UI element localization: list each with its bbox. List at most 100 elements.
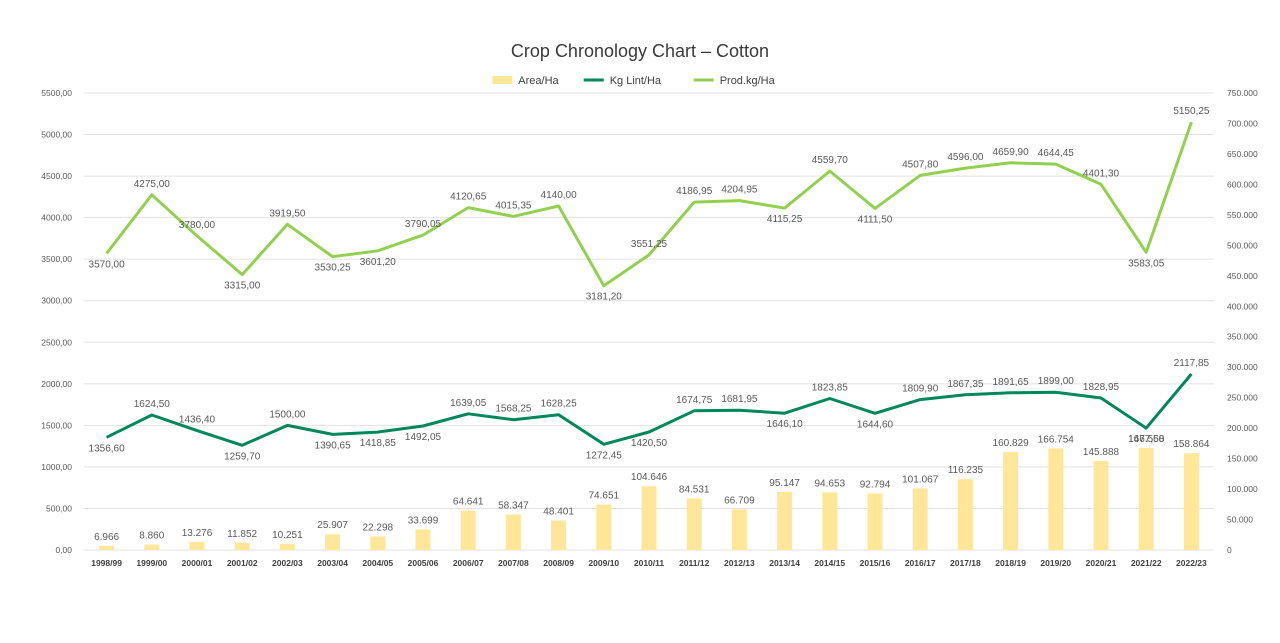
right-axis-tick: 0 (1227, 545, 1232, 555)
area-bar (325, 534, 341, 550)
grid-lines (84, 92, 1214, 551)
area-bar (505, 514, 521, 550)
right-axis-tick: 400.000 (1227, 301, 1258, 311)
kg-lint-line-data-label: 1867,35 (947, 379, 984, 390)
prod-kg-line-data-label: 4204,95 (721, 185, 758, 196)
legend-swatch-area (492, 76, 513, 84)
area-bar (1003, 452, 1019, 550)
kg-lint-line-data-label: 1828,95 (1083, 382, 1120, 393)
left-axis-tick: 3500,00 (41, 254, 72, 264)
area-data-label: 13.276 (182, 528, 213, 539)
x-axis-tick: 2016/17 (905, 558, 936, 568)
left-axis-tick: 5500,00 (41, 88, 72, 98)
left-axis-tick: 1000,00 (41, 462, 72, 472)
prod-kg-line-data-label: 3780,00 (179, 220, 216, 231)
x-axis-tick: 2006/07 (453, 558, 484, 568)
prod-kg-line-data-label: 5150,25 (1173, 106, 1210, 117)
prod-kg-line-data-label: 3601,20 (360, 257, 397, 268)
prod-kg-line-data-label: 4120,65 (450, 192, 487, 203)
x-axis-tick: 2008/09 (543, 558, 574, 568)
area-data-label: 48.401 (543, 507, 574, 518)
kg-lint-line-data-label: 1259,70 (224, 451, 261, 462)
kg-lint-line-data-label: 1272,45 (586, 450, 623, 461)
area-bar (1183, 453, 1199, 550)
area-bar (641, 486, 657, 550)
kg-lint-line-data-label: 1809,90 (902, 384, 939, 395)
area-bar (144, 544, 160, 550)
area-bar (415, 529, 431, 550)
area-bar (912, 488, 928, 550)
left-axis-tick: 1500,00 (41, 420, 72, 430)
legend: Area/Ha Kg Lint/Ha Prod.kg/Ha (492, 75, 776, 87)
prod-kg-line-data-label: 3530,25 (315, 263, 352, 274)
area-data-label: 64.641 (453, 497, 484, 508)
right-axis-tick: 750.000 (1227, 88, 1258, 98)
x-axis-ticks: 1998/99 1999/00 2000/01 2001/02 2002/03 2003/… (91, 558, 1207, 568)
kg-lint-line-data-label: 2117,85 (1174, 358, 1210, 369)
right-axis-tick: 450.000 (1227, 271, 1258, 281)
kg-lint-line-data-label: 1628,25 (541, 399, 578, 410)
area-data-label: 116.235 (948, 465, 984, 476)
prod-kg-line-data-label: 3790,05 (405, 219, 442, 230)
kg-lint-line-data-label: 1356,60 (89, 443, 126, 454)
left-axis-tick: 4500,00 (41, 171, 72, 181)
area-data-label: 94.653 (815, 478, 846, 489)
legend-label: Prod.kg/Ha (720, 75, 776, 87)
area-bar (279, 543, 295, 550)
kg-lint-line-data-label: 1390,65 (315, 440, 352, 451)
area-bar (596, 504, 612, 550)
area-data-label: 58.347 (498, 500, 529, 511)
area-data-label: 84.531 (679, 484, 710, 495)
prod-kg-line-data-label: 4559,70 (812, 155, 849, 166)
kg-lint-line-data-label: 1891,65 (993, 377, 1030, 388)
area-bar (777, 492, 793, 550)
kg-lint-line-data-label: 1899,00 (1038, 376, 1075, 387)
kg-lint-line-data-label: 1436,40 (179, 415, 216, 426)
prod-kg-line-data-label: 4111,50 (858, 214, 893, 225)
area-data-label: 74.651 (589, 491, 620, 502)
prod-kg-line-data-label: 4659,90 (993, 147, 1030, 158)
left-axis-tick: 4000,00 (41, 213, 72, 223)
left-axis-tick: 2500,00 (41, 337, 72, 347)
prod-kg-line-data-label: 4644,45 (1038, 148, 1075, 159)
area-bar (460, 510, 476, 550)
area-data-label: 92.794 (860, 479, 891, 490)
prod-kg-line-data-label: 3315,00 (224, 281, 261, 292)
x-axis-tick: 2019/20 (1040, 558, 1071, 568)
prod-kg-line-data-label: 3570,00 (89, 259, 126, 270)
kg-lint-line-data-label: 1492,05 (405, 432, 442, 443)
x-axis-tick: 2004/05 (362, 558, 393, 568)
area-data-label: 66.709 (724, 495, 755, 506)
x-axis-tick: 2022/23 (1176, 558, 1207, 568)
area-bar (686, 498, 702, 550)
left-axis-tick: 0,00 (55, 545, 72, 555)
x-axis-tick: 2014/15 (814, 558, 845, 568)
right-axis-ticks: 0 50.000 100.000 150.000 200.000 250.000 300.0… (1227, 88, 1258, 555)
right-axis-tick: 150.000 (1227, 454, 1258, 464)
x-axis-tick: 2005/06 (408, 558, 439, 568)
prod-kg-line-data-label: 3583,05 (1128, 258, 1165, 269)
area-data-label: 145.888 (1083, 447, 1120, 458)
kg-lint-line-data-label: 1500,00 (269, 409, 306, 420)
prod-kg-line-data-label: 4275,00 (134, 179, 171, 190)
prod-kg-line-data-label: 4115,25 (767, 214, 803, 225)
legend-label: Area/Ha (518, 75, 559, 87)
kg-lint-line-data-label: 1823,85 (812, 382, 849, 393)
area-data-label: 11.852 (227, 529, 257, 540)
area-data-label: 33.699 (408, 515, 439, 526)
right-axis-tick: 700.000 (1227, 118, 1258, 128)
kg-lint-line-data-label: 1568,25 (495, 404, 532, 415)
area-bar (551, 520, 567, 550)
area-data-label: 158.864 (1173, 439, 1210, 450)
right-axis-tick: 650.000 (1227, 149, 1258, 159)
right-axis-tick: 50.000 (1227, 515, 1253, 525)
area-data-label: 25.907 (317, 520, 348, 531)
area-bar (189, 541, 205, 550)
area-data-label: 160.829 (993, 438, 1030, 449)
x-axis-tick: 2002/03 (272, 558, 303, 568)
kg-lint-line-data-label: 1644,60 (857, 419, 894, 430)
right-axis-tick: 600.000 (1227, 179, 1258, 189)
x-axis-tick: 2015/16 (860, 558, 891, 568)
right-axis-tick: 300.000 (1227, 362, 1258, 372)
